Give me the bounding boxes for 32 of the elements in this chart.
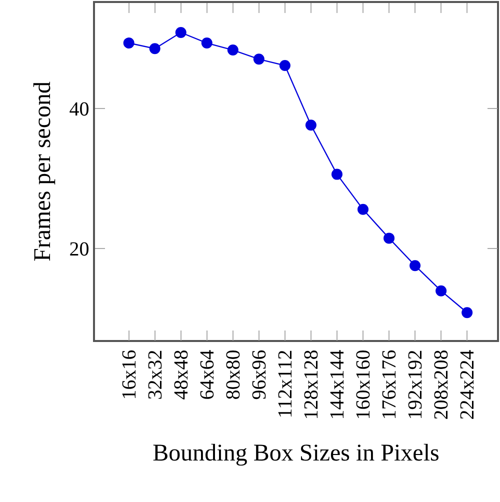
point (358, 204, 368, 215)
point (410, 260, 421, 272)
point (149, 43, 160, 54)
x-tick-label: 16x16 (118, 350, 140, 400)
y-tick-label: 20 (69, 238, 90, 261)
x-tick-label: 144x144 (326, 350, 348, 420)
point (201, 38, 212, 49)
x-tick-label: 32x32 (144, 350, 166, 400)
point (227, 44, 238, 56)
x-tick-label: 208x208 (430, 350, 453, 420)
x-tick-label: 80x80 (222, 350, 244, 400)
x-tick-label: 224x224 (456, 350, 479, 420)
x-tick-label: 64x64 (196, 350, 218, 400)
x-tick-label: 128x128 (300, 350, 322, 420)
x-tick-label: 96x96 (248, 350, 270, 400)
x-tick-label: 160x160 (352, 350, 374, 420)
x-tick-label: 112x112 (274, 350, 296, 418)
point (436, 285, 447, 296)
x-tick-label: 48x48 (170, 350, 192, 400)
x-axis-title: Bounding Box Sizes in Pixels (152, 440, 440, 467)
x-tick-label: 176x176 (378, 350, 401, 420)
y-axis-title: Frames per second (30, 82, 56, 262)
point (253, 54, 264, 65)
point (305, 120, 316, 131)
point (384, 232, 395, 244)
point (175, 26, 186, 38)
point (331, 168, 342, 180)
point (462, 307, 473, 318)
x-tick-label: 192x192 (404, 350, 427, 420)
y-tick-label: 40 (69, 98, 90, 120)
point (279, 60, 290, 71)
point (123, 38, 134, 49)
